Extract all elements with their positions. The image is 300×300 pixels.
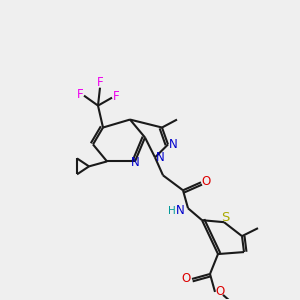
- Text: N: N: [156, 151, 164, 164]
- Text: F: F: [97, 76, 103, 89]
- Text: F: F: [77, 88, 83, 101]
- Text: O: O: [201, 175, 211, 188]
- Text: H: H: [168, 206, 176, 216]
- Text: O: O: [182, 272, 190, 286]
- Text: N: N: [176, 204, 184, 217]
- Text: N: N: [130, 156, 140, 169]
- Text: N: N: [169, 138, 177, 151]
- Text: O: O: [215, 285, 225, 298]
- Text: F: F: [113, 90, 119, 103]
- Text: S: S: [221, 211, 229, 224]
